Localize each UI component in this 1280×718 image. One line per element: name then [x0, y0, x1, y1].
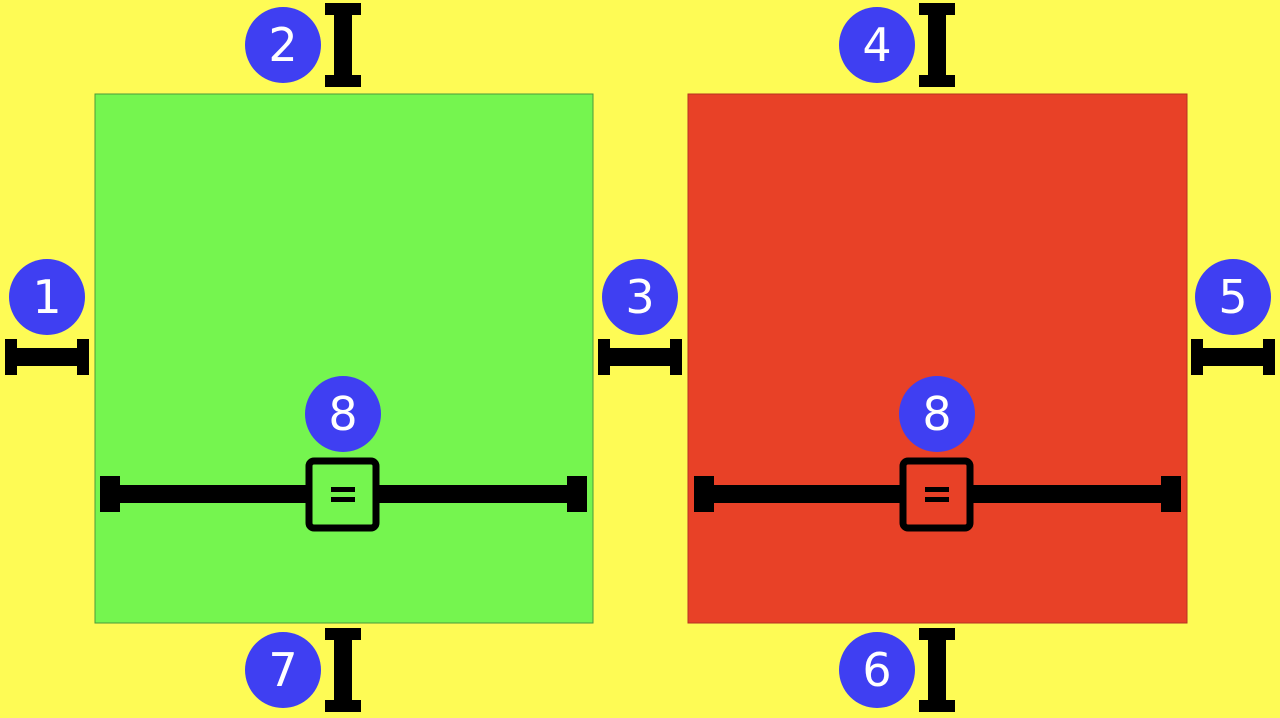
left-panel-split-slider[interactable] — [100, 457, 587, 532]
marker-7-label: 7 — [268, 643, 297, 697]
marker-1-label: 1 — [32, 270, 61, 324]
split-slider-icon — [100, 457, 587, 532]
middle-resize-handle[interactable] — [598, 339, 682, 375]
marker-3-label: 3 — [625, 270, 654, 324]
horizontal-resize-handle-icon — [598, 339, 682, 375]
top-left-resize-handle[interactable] — [325, 3, 361, 87]
equals-grip-icon — [331, 487, 355, 502]
marker-5-label: 5 — [1218, 270, 1247, 324]
bottom-right-resize-handle[interactable] — [919, 628, 955, 712]
marker-4-label: 4 — [862, 18, 891, 72]
left-edge-resize-handle[interactable] — [5, 339, 89, 375]
marker-8-right: 8 — [899, 376, 975, 452]
equals-grip-icon — [925, 487, 949, 502]
horizontal-resize-handle-icon — [1191, 339, 1275, 375]
marker-2: 2 — [245, 7, 321, 83]
vertical-resize-handle-icon — [325, 628, 361, 712]
horizontal-resize-handle-icon — [5, 339, 89, 375]
marker-8-left-label: 8 — [328, 387, 357, 441]
vertical-resize-handle-icon — [919, 3, 955, 87]
split-slider-icon — [694, 457, 1181, 532]
marker-6-label: 6 — [862, 643, 891, 697]
right-panel-split-slider[interactable] — [694, 457, 1181, 532]
vertical-resize-handle-icon — [919, 628, 955, 712]
vertical-resize-handle-icon — [325, 3, 361, 87]
marker-4: 4 — [839, 7, 915, 83]
left-panel — [94, 93, 594, 624]
marker-3: 3 — [602, 259, 678, 335]
marker-7: 7 — [245, 632, 321, 708]
right-panel — [687, 93, 1188, 624]
top-right-resize-handle[interactable] — [919, 3, 955, 87]
bottom-left-resize-handle[interactable] — [325, 628, 361, 712]
marker-6: 6 — [839, 632, 915, 708]
right-edge-resize-handle[interactable] — [1191, 339, 1275, 375]
marker-5: 5 — [1195, 259, 1271, 335]
marker-2-label: 2 — [268, 18, 297, 72]
marker-1: 1 — [9, 259, 85, 335]
marker-8-left: 8 — [305, 376, 381, 452]
marker-8-right-label: 8 — [922, 387, 951, 441]
